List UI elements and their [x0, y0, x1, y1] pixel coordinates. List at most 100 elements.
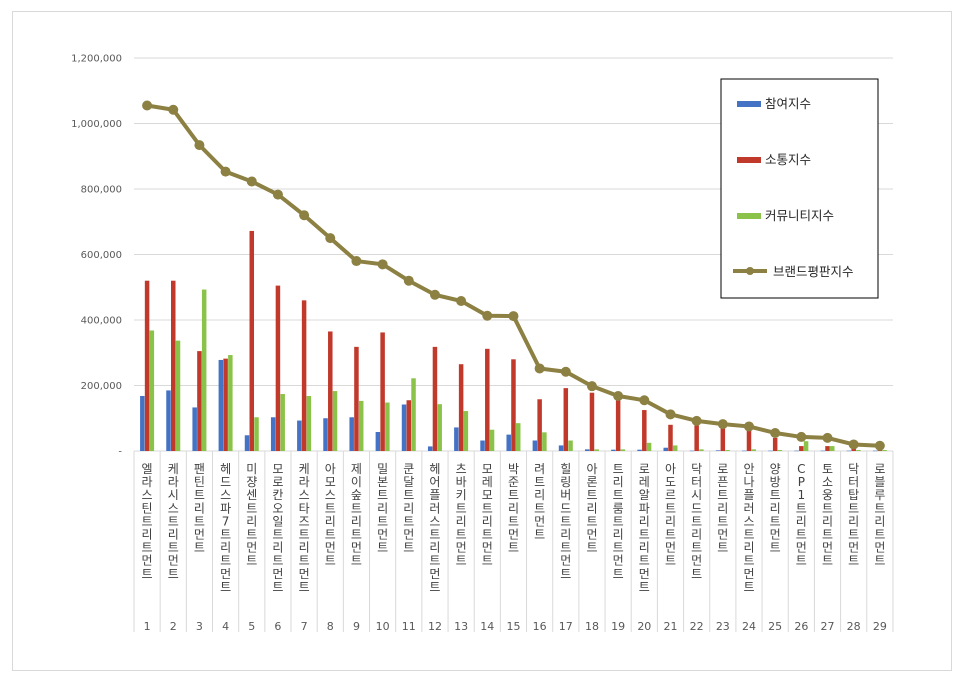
bar: [175, 340, 181, 451]
bar: [297, 420, 302, 451]
bar: [768, 450, 773, 452]
bar: [830, 446, 835, 451]
bar: [506, 434, 511, 451]
chart-frame: - 200,000 400,000 600,000 800,000 1,000,000 1,…: [12, 11, 952, 671]
line-point: [325, 233, 336, 244]
bar: [746, 429, 752, 451]
bar: [166, 390, 171, 451]
line-point: [168, 104, 179, 115]
bar: [218, 359, 224, 451]
bar: [689, 450, 695, 452]
category-number-label: 14: [480, 620, 494, 633]
bar: [725, 450, 730, 451]
line-point: [665, 409, 676, 420]
y-tick-label: -: [118, 447, 122, 458]
category-number-label: 26: [794, 620, 808, 633]
bar: [401, 404, 407, 451]
bar: [197, 351, 202, 451]
line-point: [717, 419, 728, 430]
category-number-label: 28: [847, 620, 861, 633]
bar: [228, 355, 233, 451]
y-tick-label: 800,000: [81, 185, 122, 196]
bar: [223, 358, 228, 451]
bar: [489, 429, 495, 451]
bar: [537, 399, 542, 451]
category-number-label: 8: [327, 620, 334, 633]
category-number-label: 18: [585, 620, 599, 633]
line-point: [743, 421, 754, 432]
line-point: [586, 381, 597, 392]
category-number-label: 3: [196, 620, 203, 633]
bar: [254, 417, 259, 451]
bar: [306, 395, 312, 451]
category-number-label: 11: [402, 620, 416, 633]
category-number-label: 20: [637, 620, 651, 633]
line-point: [351, 256, 362, 267]
category-number-label: 1: [144, 620, 151, 633]
category-number-label: 15: [506, 620, 520, 633]
category-number-label: 6: [274, 620, 281, 633]
bar: [851, 448, 856, 451]
bar: [149, 330, 155, 451]
chart-svg: - 200,000 400,000 600,000 800,000 1,000,000 1,…: [71, 54, 894, 633]
bar: [558, 445, 564, 451]
line-point: [403, 275, 414, 286]
line-point: [874, 440, 885, 451]
bar: [406, 400, 412, 451]
bar: [872, 450, 878, 452]
bar: [332, 391, 338, 451]
category-number-label: 4: [222, 620, 229, 633]
category-number-label: 24: [742, 620, 756, 633]
line-point: [456, 296, 467, 307]
bar: [594, 449, 599, 451]
line-point: [508, 311, 519, 322]
bar: [584, 449, 590, 451]
category-number-label: 10: [376, 620, 390, 633]
line-point: [613, 390, 624, 401]
bar: [270, 417, 276, 451]
bar: [699, 449, 704, 451]
bar: [794, 450, 799, 452]
bar: [301, 300, 307, 451]
line-point: [194, 140, 205, 151]
bar: [694, 425, 699, 451]
bar: [672, 445, 678, 451]
bar: [542, 432, 547, 451]
bar: [249, 230, 255, 451]
y-tick-label: 1,200,000: [71, 54, 122, 65]
bar: [803, 441, 809, 451]
bar: [427, 446, 433, 451]
bar: [458, 364, 464, 451]
category-number-label: 17: [559, 620, 573, 633]
bar: [192, 407, 197, 451]
category-number-label: 27: [821, 620, 835, 633]
bar: [772, 437, 778, 451]
legend-label-participation: 참여지수: [765, 96, 811, 111]
bar: [358, 400, 364, 451]
bar: [244, 435, 250, 451]
category-number-label: 7: [301, 620, 308, 633]
bar: [201, 289, 207, 451]
bar: [825, 446, 830, 451]
legend-label-communication: 소통지수: [765, 152, 811, 167]
bar: [642, 410, 647, 451]
line-point: [220, 166, 231, 177]
bar: [375, 432, 381, 451]
bar: [856, 450, 861, 451]
line-point: [822, 432, 833, 443]
